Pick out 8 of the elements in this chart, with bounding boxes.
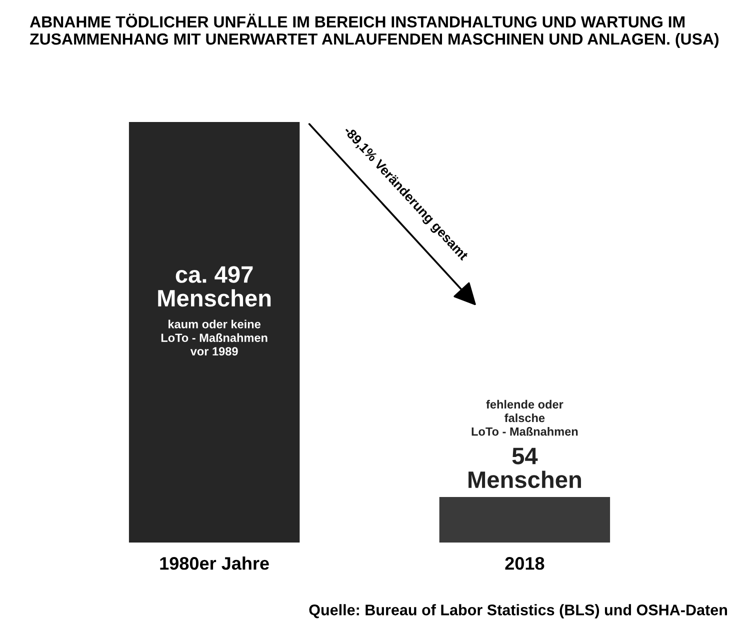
data-label: ca. 497 Menschen: [158, 266, 271, 307]
source-note: Quelle: Bureau of Labor Statistics (BLS) und OSHA-Daten: [309, 604, 727, 618]
chart-title: ABNAHME TÖDLICHER UNFÄLLE IM BEREICH INSTANDHALTUNG UND WARTUNG IM ZUSAMMENHANG MIT UNERWARTET ANLAUFENDEN MASCHINEN UND ANLAGEN. (USA): [30, 14, 719, 48]
data-label: 54 Menschen: [468, 448, 581, 488]
annotation: fehlende oder falsche LoTo - Maßnahmen: [472, 400, 578, 436]
x-tick-label: 2018: [505, 557, 544, 570]
annotation: kaum oder keine LoTo - Maßnahmen vor 1989: [161, 320, 268, 356]
x-tick-label: 1980er Jahre: [160, 556, 269, 570]
